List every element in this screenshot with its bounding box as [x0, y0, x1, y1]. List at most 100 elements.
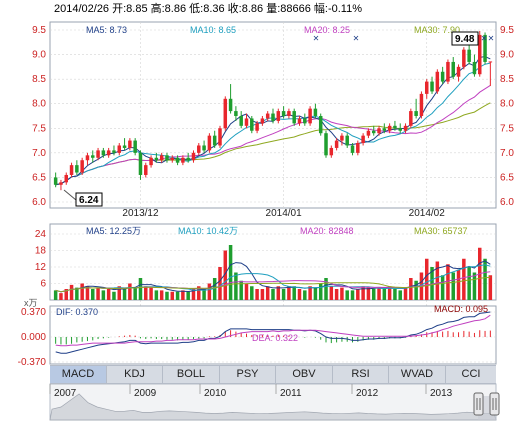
candle-body: [255, 123, 259, 131]
candle-body: [345, 135, 349, 146]
tab-wvad[interactable]: WVAD: [389, 366, 446, 383]
candle: [361, 133, 365, 146]
candle-body: [292, 111, 296, 124]
candle: [96, 147, 100, 161]
candle-body: [260, 118, 265, 124]
price-tick-right: 9.0: [500, 50, 514, 61]
candle-body: [382, 128, 387, 131]
volume-bar: [112, 291, 116, 300]
candle: [366, 128, 371, 139]
marker-ma20: ✕: [313, 34, 320, 43]
candle-body: [456, 66, 461, 77]
candle: [467, 44, 471, 65]
price-tick-left: 9.0: [32, 50, 46, 61]
price-tick-right: 7.5: [500, 123, 514, 134]
candle-body: [371, 130, 376, 134]
candle: [292, 108, 296, 126]
candle-body: [334, 140, 339, 148]
tab-kdj[interactable]: KDJ: [107, 366, 163, 383]
candle: [297, 116, 302, 126]
volume-bar: [260, 289, 265, 300]
candle: [106, 147, 111, 158]
ma-legend-item: MA30: 7.90: [414, 25, 460, 35]
ma-legend-item: MA10: 8.65: [190, 25, 236, 35]
candle-body: [53, 177, 58, 185]
dif-line: [55, 311, 491, 354]
candle: [356, 140, 360, 156]
candle-body: [197, 145, 201, 153]
vol-ma30-line: [55, 276, 491, 293]
volume-tick: 12: [35, 262, 47, 273]
candle-body: [159, 155, 164, 161]
tab-psy[interactable]: PSY: [220, 366, 276, 383]
timeline-year: 2011: [280, 388, 302, 399]
candle-body: [170, 157, 175, 161]
tab-cci[interactable]: CCI: [461, 368, 481, 380]
volume-y-axis: 24 18 12 6: [35, 229, 47, 290]
candle: [144, 162, 148, 178]
candle: [138, 150, 143, 180]
tab-macd[interactable]: MACD: [50, 366, 107, 383]
volume-bar: [170, 291, 175, 300]
candle: [53, 172, 58, 188]
volume-bar: [234, 272, 238, 300]
volume-bar: [154, 290, 159, 300]
price-tick-right: 6.0: [500, 197, 514, 208]
timeline-left-handle[interactable]: [473, 392, 484, 416]
ma-legend-item: MA5: 8.73: [86, 25, 127, 35]
volume-bar: [340, 287, 344, 300]
candle: [223, 96, 228, 131]
candle: [165, 152, 169, 163]
candle: [287, 108, 291, 119]
tab-obv[interactable]: OBV: [276, 366, 333, 383]
candle-body: [122, 145, 127, 148]
volume-bar: [488, 275, 493, 300]
candle: [128, 138, 132, 151]
ma20-line: [55, 84, 491, 186]
volume-bar: [53, 290, 58, 300]
macd-tick: -0.370: [18, 357, 47, 368]
candle-body: [462, 49, 466, 67]
volume-bar: [80, 283, 84, 300]
volume-bar: [451, 272, 455, 300]
tab-boll[interactable]: BOLL: [163, 366, 220, 383]
candle: [122, 138, 127, 151]
candle-body: [138, 152, 143, 175]
candle: [85, 152, 90, 166]
candle: [446, 59, 450, 85]
candle-body: [218, 128, 222, 146]
candle-body: [276, 111, 281, 121]
timeline-right-handle[interactable]: [489, 392, 500, 416]
volume-bar: [440, 275, 445, 300]
candle: [462, 47, 466, 70]
candle: [334, 138, 339, 151]
volume-bar: [106, 289, 111, 300]
candle-body: [191, 152, 196, 161]
marker-ma20: ✕: [353, 34, 360, 43]
kline-markers: ✕ ✕ ✕ ✕: [313, 34, 495, 43]
indicator-tab-bar: MACD KDJ BOLL PSY OBV RSI WVAD CCI: [50, 365, 496, 384]
volume-bar: [186, 291, 190, 300]
candle-body: [403, 125, 408, 131]
volume-bar: [424, 258, 429, 300]
volume-bar: [212, 278, 217, 300]
candle-body: [64, 174, 69, 183]
volume-bar: [377, 287, 381, 300]
volume-bar: [149, 287, 153, 300]
candle-body: [228, 98, 233, 112]
high-price-tag: 9.48: [451, 31, 479, 46]
macd-tick: 0.370: [21, 307, 46, 318]
volume-bar: [244, 283, 249, 300]
candle-body: [414, 111, 418, 116]
price-tick-right: 7.0: [500, 148, 514, 159]
candle-body: [483, 34, 487, 62]
volume-ma-legend-item: MA30: 65737: [414, 226, 468, 236]
volume-tick: 18: [35, 246, 47, 257]
volume-bar: [250, 286, 254, 300]
tab-rsi[interactable]: RSI: [333, 366, 389, 383]
candle: [451, 57, 455, 80]
candle-body: [340, 135, 344, 141]
volume-bar: [128, 283, 132, 300]
candle: [472, 54, 477, 77]
